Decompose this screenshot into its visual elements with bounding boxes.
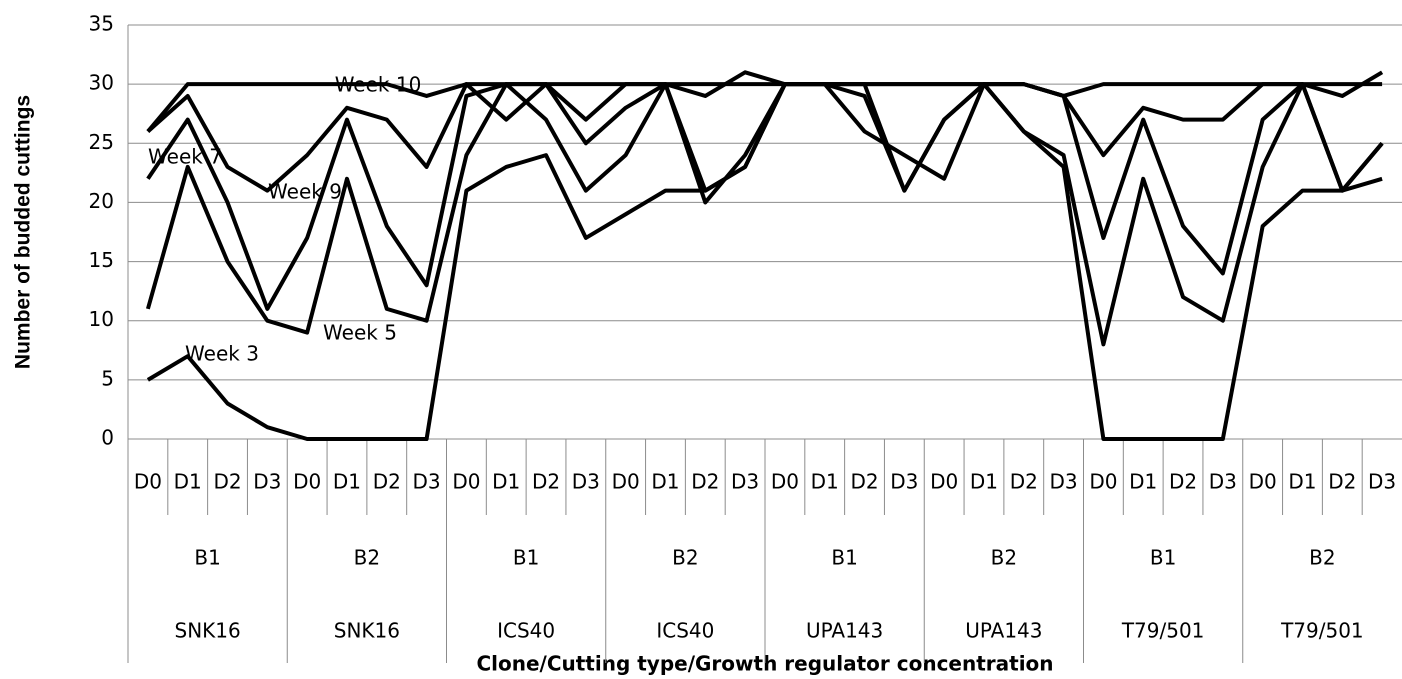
x-tick-label: D1: [174, 470, 202, 494]
series-label: Week 7: [148, 145, 222, 169]
x-tick-label: D2: [213, 470, 241, 494]
x-tick-label: D3: [253, 470, 281, 494]
x-tick-label: D0: [930, 470, 958, 494]
series-line: [146, 82, 1384, 311]
x-tick-label: D2: [691, 470, 719, 494]
x-tick-label: D3: [572, 470, 600, 494]
x-tick-label: D0: [1089, 470, 1117, 494]
cutting-type-label: B1: [194, 546, 220, 570]
x-tick-label: D3: [731, 470, 759, 494]
cutting-type-label: B2: [672, 546, 698, 570]
series-label: Week 3: [185, 342, 259, 366]
cutting-type-label: B2: [991, 546, 1017, 570]
series-line: [145, 82, 1384, 347]
series-line: [146, 70, 1384, 193]
x-tick-label: D3: [890, 470, 918, 494]
clone-label: T79/501: [1280, 619, 1364, 643]
x-tick-label: D0: [1249, 470, 1277, 494]
x-tick-label: D0: [452, 470, 480, 494]
x-tick-label: D2: [532, 470, 560, 494]
series-label: Week 5: [323, 321, 397, 345]
x-tick-label: D0: [612, 470, 640, 494]
y-tick-label: 30: [89, 71, 114, 95]
y-tick-label: 15: [89, 248, 114, 272]
y-axis-label: Number of budded cuttings: [12, 95, 35, 369]
x-tick-label: D2: [1169, 470, 1197, 494]
series-line: [146, 82, 1383, 133]
y-tick-label: 0: [101, 426, 114, 450]
cutting-type-label: B1: [831, 546, 857, 570]
x-tick-label: D1: [492, 470, 520, 494]
y-tick-label: 5: [101, 366, 114, 390]
x-tick-label: D1: [811, 470, 839, 494]
x-tick-label: D3: [1050, 470, 1078, 494]
clone-label: UPA143: [965, 619, 1042, 643]
clone-label: ICS40: [656, 619, 714, 643]
y-tick-label: 35: [89, 12, 114, 36]
cutting-type-label: B1: [513, 546, 539, 570]
y-tick-label: 20: [89, 189, 114, 213]
x-tick-label: D0: [293, 470, 321, 494]
x-tick-label: D3: [1209, 470, 1237, 494]
x-tick-label: D3: [413, 470, 441, 494]
x-tick-label: D2: [373, 470, 401, 494]
x-tick-label: D0: [771, 470, 799, 494]
series-label: Week 10: [335, 73, 422, 97]
clone-label: ICS40: [497, 619, 555, 643]
x-tick-label: D1: [651, 470, 679, 494]
clone-label: T79/501: [1121, 619, 1205, 643]
x-tick-label: D2: [1328, 470, 1356, 494]
x-tick-label: D2: [850, 470, 878, 494]
x-tick-label: D1: [1129, 470, 1157, 494]
x-tick-label: D1: [1288, 470, 1316, 494]
clone-label: SNK16: [175, 619, 241, 643]
series-label: Week 9: [268, 180, 342, 204]
x-tick-label: D0: [134, 470, 162, 494]
x-tick-label: D2: [1010, 470, 1038, 494]
cutting-type-label: B2: [1309, 546, 1335, 570]
y-tick-label: 25: [89, 130, 114, 154]
clone-label: UPA143: [806, 619, 883, 643]
clone-label: SNK16: [334, 619, 400, 643]
cutting-type-label: B2: [354, 546, 380, 570]
y-tick-label: 10: [89, 307, 114, 331]
x-tick-label: D1: [333, 470, 361, 494]
x-tick-label: D1: [970, 470, 998, 494]
cutting-type-label: B1: [1150, 546, 1176, 570]
x-tick-label: D3: [1368, 470, 1396, 494]
